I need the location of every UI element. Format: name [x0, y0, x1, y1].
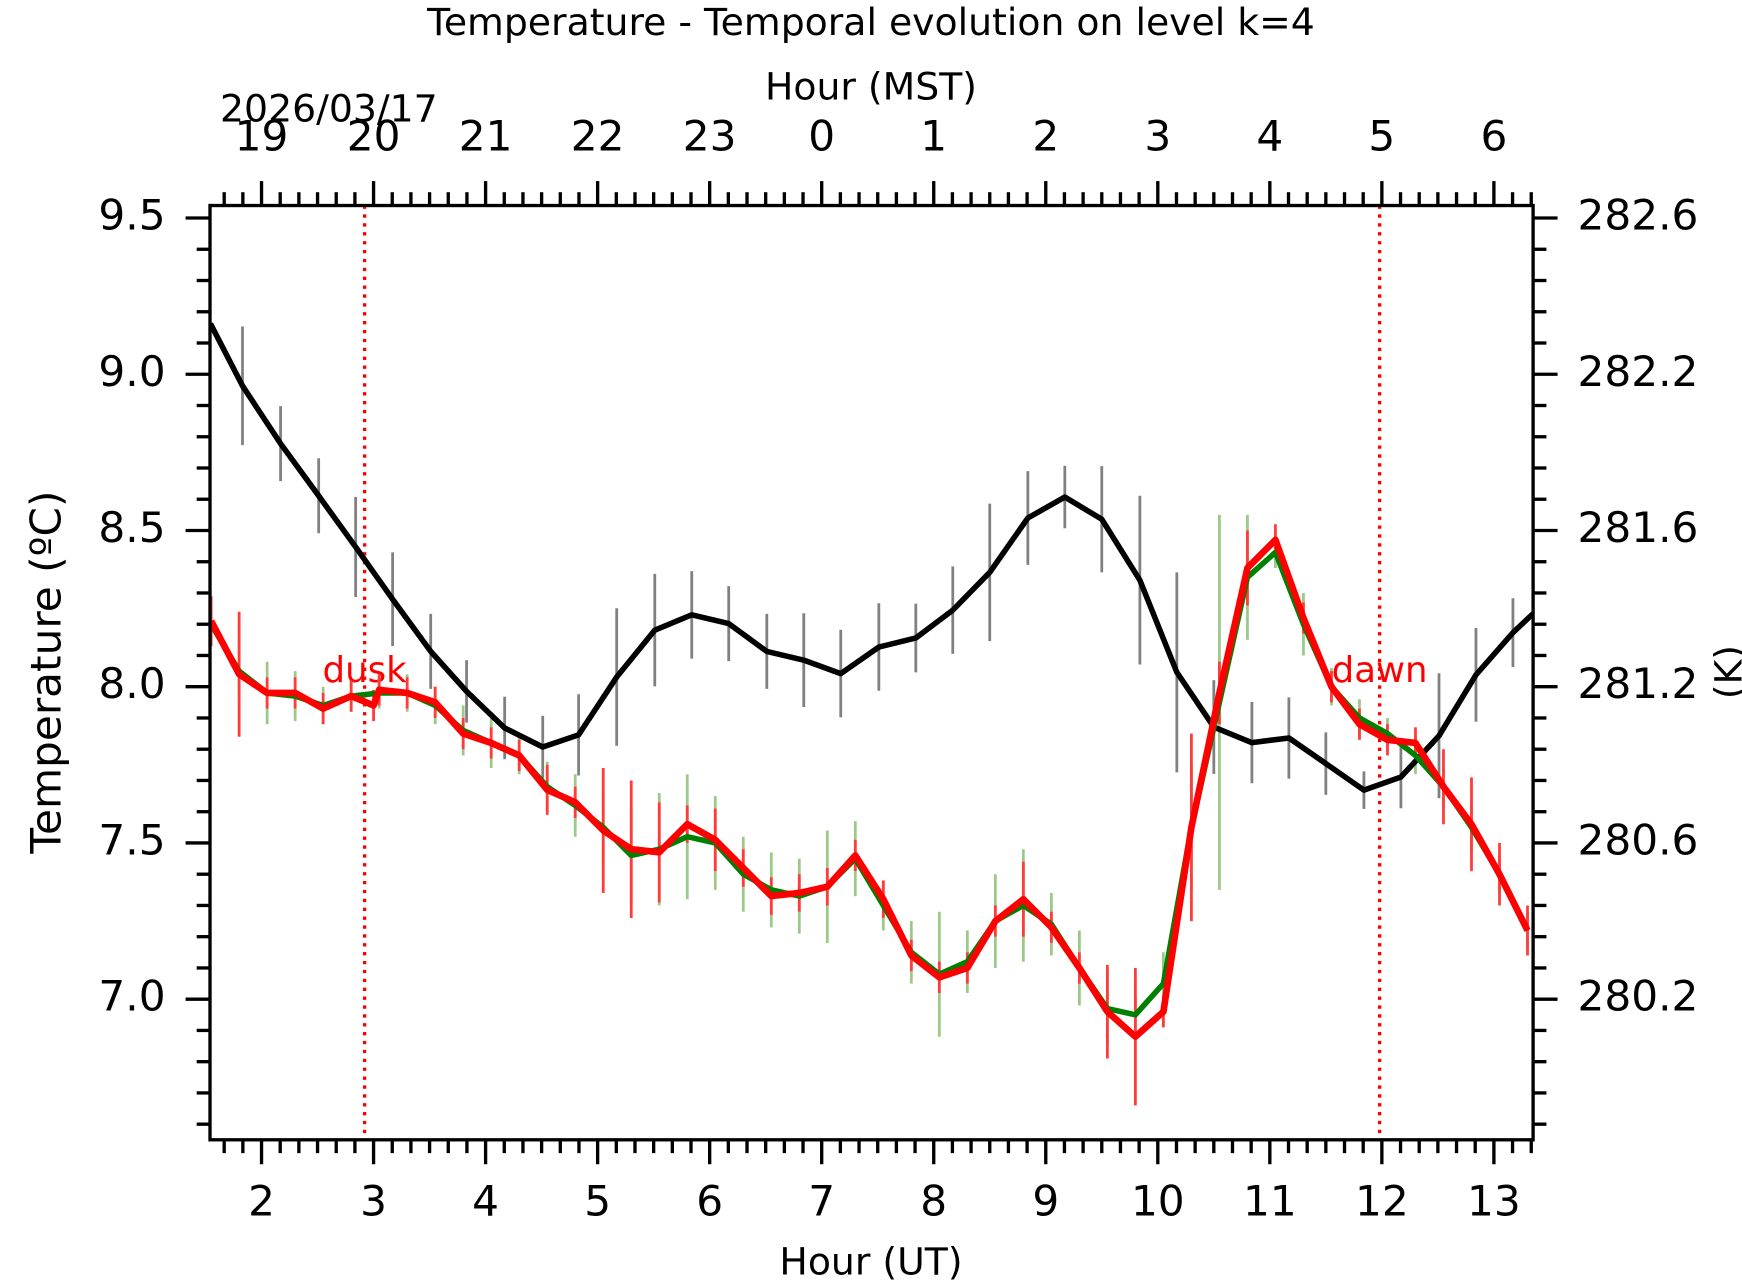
x2-tick-label: 20: [347, 111, 401, 160]
date-label: 2026/03/17: [220, 87, 438, 131]
x2-tick-label: 3: [1144, 111, 1171, 160]
series-line: [210, 536, 1531, 1041]
x2-axis-title: Hour (MST): [765, 64, 977, 108]
x2-tick-label: 19: [235, 111, 289, 160]
x-axis-title: Hour (UT): [779, 1240, 962, 1282]
x2-tick-label: 4: [1256, 111, 1283, 160]
x-tick-label: 2: [248, 1177, 275, 1226]
x-tick-label: 6: [696, 1177, 723, 1226]
y2-tick-label: 281.2: [1578, 659, 1699, 708]
y-tick-label: 7.5: [98, 815, 165, 864]
x2-tick-label: 6: [1480, 111, 1507, 160]
x-tick-label: 7: [808, 1177, 835, 1226]
event-label: dawn: [1332, 650, 1428, 691]
x-tick-label: 8: [920, 1177, 947, 1226]
y2-axis-title: (K): [1706, 645, 1742, 699]
y2-tick-label: 282.6: [1578, 191, 1699, 240]
chart-title: Temperature - Temporal evolution on leve…: [426, 0, 1315, 44]
x-tick-label: 10: [1131, 1177, 1185, 1226]
x2-tick-label: 23: [683, 111, 737, 160]
y-tick-label: 7.0: [98, 972, 165, 1021]
y-tick-label: 9.5: [98, 191, 165, 240]
y-tick-label: 8.0: [98, 659, 165, 708]
plot-frame: [208, 203, 1535, 1142]
x2-tick-label: 1: [920, 111, 947, 160]
x-tick-label: 9: [1032, 1177, 1059, 1226]
x2-tick-label: 22: [571, 111, 625, 160]
x-tick-label: 4: [472, 1177, 499, 1226]
x2-tick-label: 0: [808, 111, 835, 160]
y-axis-title: Temperature (ºC): [21, 491, 70, 855]
y2-tick-label: 281.6: [1578, 503, 1699, 552]
event-label: dusk: [323, 650, 408, 691]
y2-tick-label: 280.2: [1578, 972, 1699, 1021]
x-tick-label: 12: [1355, 1177, 1409, 1226]
series-line: [210, 322, 1534, 793]
x2-tick-label: 5: [1368, 111, 1395, 160]
y2-tick-label: 280.6: [1578, 815, 1699, 864]
x-tick-label: 3: [360, 1177, 387, 1226]
y-tick-label: 9.0: [98, 347, 165, 396]
y-tick-label: 8.5: [98, 503, 165, 552]
x-tick-label: 5: [584, 1177, 611, 1226]
x2-tick-label: 21: [459, 111, 513, 160]
x-tick-label: 13: [1467, 1177, 1521, 1226]
x2-tick-label: 2: [1032, 111, 1059, 160]
x-tick-label: 11: [1243, 1177, 1297, 1226]
y2-tick-label: 282.2: [1578, 347, 1699, 396]
